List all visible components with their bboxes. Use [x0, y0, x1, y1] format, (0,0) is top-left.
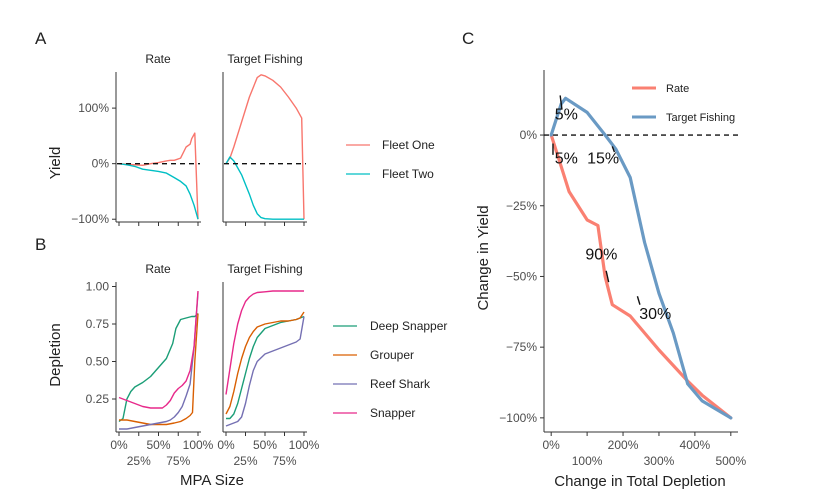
panel-a-facet-rate: 100% 0% −100% — [71, 72, 201, 226]
panel-a-facet-target-fishing — [222, 72, 307, 226]
panel-b-x-tick-label: 100% — [289, 438, 320, 452]
panel-b-x-tick-label: 100% — [183, 438, 214, 452]
panel-b-y-axis-title: Depletion — [47, 323, 64, 386]
panel-b-series-reef-shark — [119, 292, 199, 430]
panel-a-series-fleet-one — [118, 132, 199, 220]
panel-a-yield-chart: Rate Target Fishing Yield 100% 0% −100% Fl… — [47, 52, 435, 226]
panel-b-y-tick-label: 1.00 — [86, 280, 110, 294]
panel-b-series-grouper — [119, 313, 199, 426]
legend-label-rate: Rate — [666, 83, 689, 95]
panel-c-annotation-label: 5% — [555, 150, 578, 167]
panel-c-series-rate — [549, 133, 733, 420]
panel-label-c: C — [462, 29, 474, 48]
panel-c-tradeoff-chart: Change in Yield Change in Total Depletio… — [475, 70, 746, 490]
panel-b-depletion-chart: Rate Target Fishing Depletion MPA Size 1… — [47, 262, 447, 489]
panel-c-x-axis-title: Change in Total Depletion — [554, 473, 726, 490]
panel-a-y-tick-label: 100% — [78, 101, 109, 115]
panel-b-series-snapper — [225, 290, 304, 395]
panel-c-annotation-label: 30% — [639, 306, 671, 323]
panel-c-x-tick-label: 100% — [572, 454, 603, 468]
panel-c-annotation-tick — [559, 95, 563, 110]
panel-b-y-tick-label: 0.50 — [86, 355, 110, 369]
panel-a-legend: Fleet One Fleet Two — [346, 138, 435, 181]
panel-b-y-tick-label: 0.75 — [86, 317, 110, 331]
panel-a-y-tick-label: 0% — [92, 157, 110, 171]
panel-label-a: A — [35, 29, 47, 48]
panel-b-x-tick-label: 75% — [272, 454, 296, 468]
panel-a-facet-title-rate: Rate — [145, 52, 171, 66]
panel-b-x-tick-label: 0% — [110, 438, 128, 452]
panel-b-x-tick-label: 50% — [146, 438, 170, 452]
panel-b-x-tick-label: 75% — [166, 454, 190, 468]
panel-b-series-snapper — [118, 290, 199, 409]
legend-label-snapper: Snapper — [370, 406, 415, 420]
panel-a-y-axis-title: Yield — [47, 147, 64, 180]
panel-c-x-tick-label: 200% — [608, 438, 639, 452]
panel-b-series-reef-shark — [225, 316, 305, 427]
panel-b-facet-target-fishing: 0% 25% 50% 75% 100% — [217, 282, 320, 468]
panel-b-series-deep-snapper — [118, 312, 199, 423]
panel-b-series-deep-snapper — [226, 315, 305, 420]
panel-c-annotation-tick — [611, 146, 616, 153]
panel-b-x-tick-label: 25% — [127, 454, 151, 468]
panel-a-y-tick-label: −100% — [71, 212, 109, 226]
legend-label-deep-snapper: Deep Snapper — [370, 319, 447, 333]
panel-c-annotation-tick — [605, 270, 610, 283]
panel-b-facet-title-rate: Rate — [145, 262, 171, 276]
panel-a-series-fleet-one — [225, 74, 305, 220]
legend-label-grouper: Grouper — [370, 348, 414, 362]
legend-label-reef-shark: Reef Shark — [370, 377, 431, 391]
panel-c-y-tick-label: −50% — [506, 269, 537, 283]
panel-b-legend: Deep Snapper Grouper Reef Shark Snapper — [333, 319, 447, 420]
panel-c-y-tick-label: 0% — [520, 128, 538, 142]
panel-b-facet-rate: 1.00 0.75 0.50 0.25 0% 25% 50% 75% 100% — [86, 280, 214, 469]
panel-b-series-grouper — [225, 311, 305, 415]
panel-c-x-tick-label: 400% — [680, 438, 711, 452]
panel-c-annotation-label: 15% — [587, 150, 619, 167]
panel-c-y-tick-label: −100% — [499, 411, 537, 425]
panel-label-b: B — [35, 235, 46, 254]
legend-label-fleet-two: Fleet Two — [382, 167, 434, 181]
panel-b-x-tick-label: 25% — [233, 454, 257, 468]
panel-a-series-fleet-two — [118, 163, 199, 220]
panel-b-facet-title-target: Target Fishing — [227, 262, 302, 276]
panel-c-x-tick-label: 500% — [715, 454, 746, 468]
panel-c-y-axis-title: Change in Yield — [475, 205, 492, 310]
panel-c-annotation-tick — [636, 296, 641, 305]
panel-c-y-tick-label: −25% — [506, 199, 537, 213]
panel-b-x-tick-label: 50% — [253, 438, 277, 452]
panel-b-y-tick-label: 0.25 — [86, 392, 110, 406]
panel-c-x-tick-label: 0% — [543, 438, 561, 452]
panel-b-x-tick-label: 0% — [217, 438, 235, 452]
panel-c-y-tick-label: −75% — [506, 340, 537, 354]
panel-c-legend: Rate Target Fishing — [632, 83, 735, 124]
legend-label-fleet-one: Fleet One — [382, 138, 435, 152]
panel-c-annotation-label: 90% — [585, 246, 617, 263]
panel-c-annotation-label: 5% — [555, 106, 578, 123]
panel-c-series-target-fishing — [549, 96, 733, 420]
panel-b-x-axis-title: MPA Size — [180, 472, 244, 489]
legend-label-target-fishing: Target Fishing — [666, 112, 735, 124]
panel-a-series-fleet-two — [225, 156, 304, 220]
panel-c-x-tick-label: 300% — [644, 454, 675, 468]
panel-a-facet-title-target: Target Fishing — [227, 52, 302, 66]
